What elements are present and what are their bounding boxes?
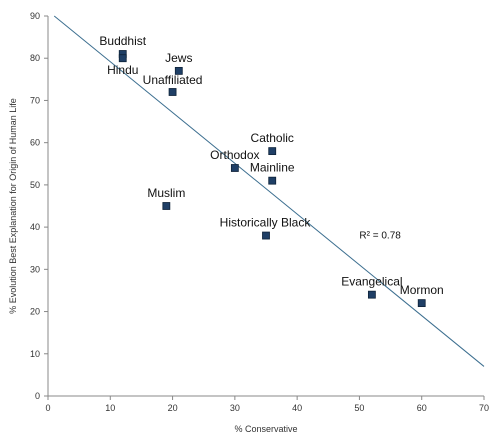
data-point	[162, 202, 171, 210]
x-axis-ticks: 0 10 20 30 40 50 60 70	[45, 396, 489, 413]
y-tick-label: 10	[30, 349, 40, 359]
x-tick-label: 30	[230, 403, 240, 413]
data-point	[268, 147, 277, 156]
data-point	[230, 164, 239, 172]
data-labels: Buddhist Hindu Jews Unaffiliated Catholic Ort…	[99, 34, 443, 297]
data-point	[168, 88, 177, 96]
data-point	[417, 299, 426, 308]
data-points	[118, 50, 426, 308]
data-label: Catholic	[251, 131, 294, 145]
y-tick-label: 60	[30, 138, 40, 148]
data-point	[262, 231, 270, 240]
data-label: Muslim	[147, 186, 185, 200]
data-label: Unaffiliated	[143, 73, 203, 87]
data-point	[174, 66, 183, 75]
data-label: Orthodox	[210, 148, 259, 162]
x-tick-label: 70	[479, 403, 489, 413]
y-tick-label: 20	[30, 307, 40, 317]
x-tick-label: 60	[417, 403, 427, 413]
data-point	[268, 176, 277, 185]
y-tick-label: 40	[30, 222, 40, 232]
data-label: Mainline	[250, 161, 295, 175]
y-tick-label: 0	[35, 391, 40, 401]
y-tick-label: 90	[30, 11, 40, 21]
y-tick-label: 70	[30, 95, 40, 105]
data-label: Mormon	[400, 283, 444, 297]
data-label: Hindu	[107, 63, 138, 77]
data-point	[118, 54, 127, 63]
y-axis-title: % Evolution Best Explanation for Origin …	[8, 98, 18, 314]
axes	[47, 16, 484, 397]
x-tick-label: 10	[105, 403, 115, 413]
x-tick-label: 20	[168, 403, 178, 413]
data-label: Evangelical	[341, 275, 402, 289]
trendline	[53, 15, 485, 367]
data-label: Historically Black	[220, 216, 312, 230]
y-tick-label: 50	[30, 180, 40, 190]
x-axis-title: % Conservative	[234, 424, 297, 434]
data-point	[367, 290, 376, 299]
x-tick-label: 40	[292, 403, 302, 413]
x-tick-label: 0	[45, 403, 50, 413]
y-tick-label: 30	[30, 264, 40, 274]
y-axis-ticks: 0 10 20 30 40 50 60 70 80 90	[30, 11, 48, 401]
data-label: Buddhist	[99, 34, 146, 48]
y-tick-label: 80	[30, 53, 40, 63]
x-tick-label: 50	[354, 403, 364, 413]
r-squared-annotation: R² = 0.78	[359, 231, 401, 242]
data-label: Jews	[165, 51, 192, 65]
